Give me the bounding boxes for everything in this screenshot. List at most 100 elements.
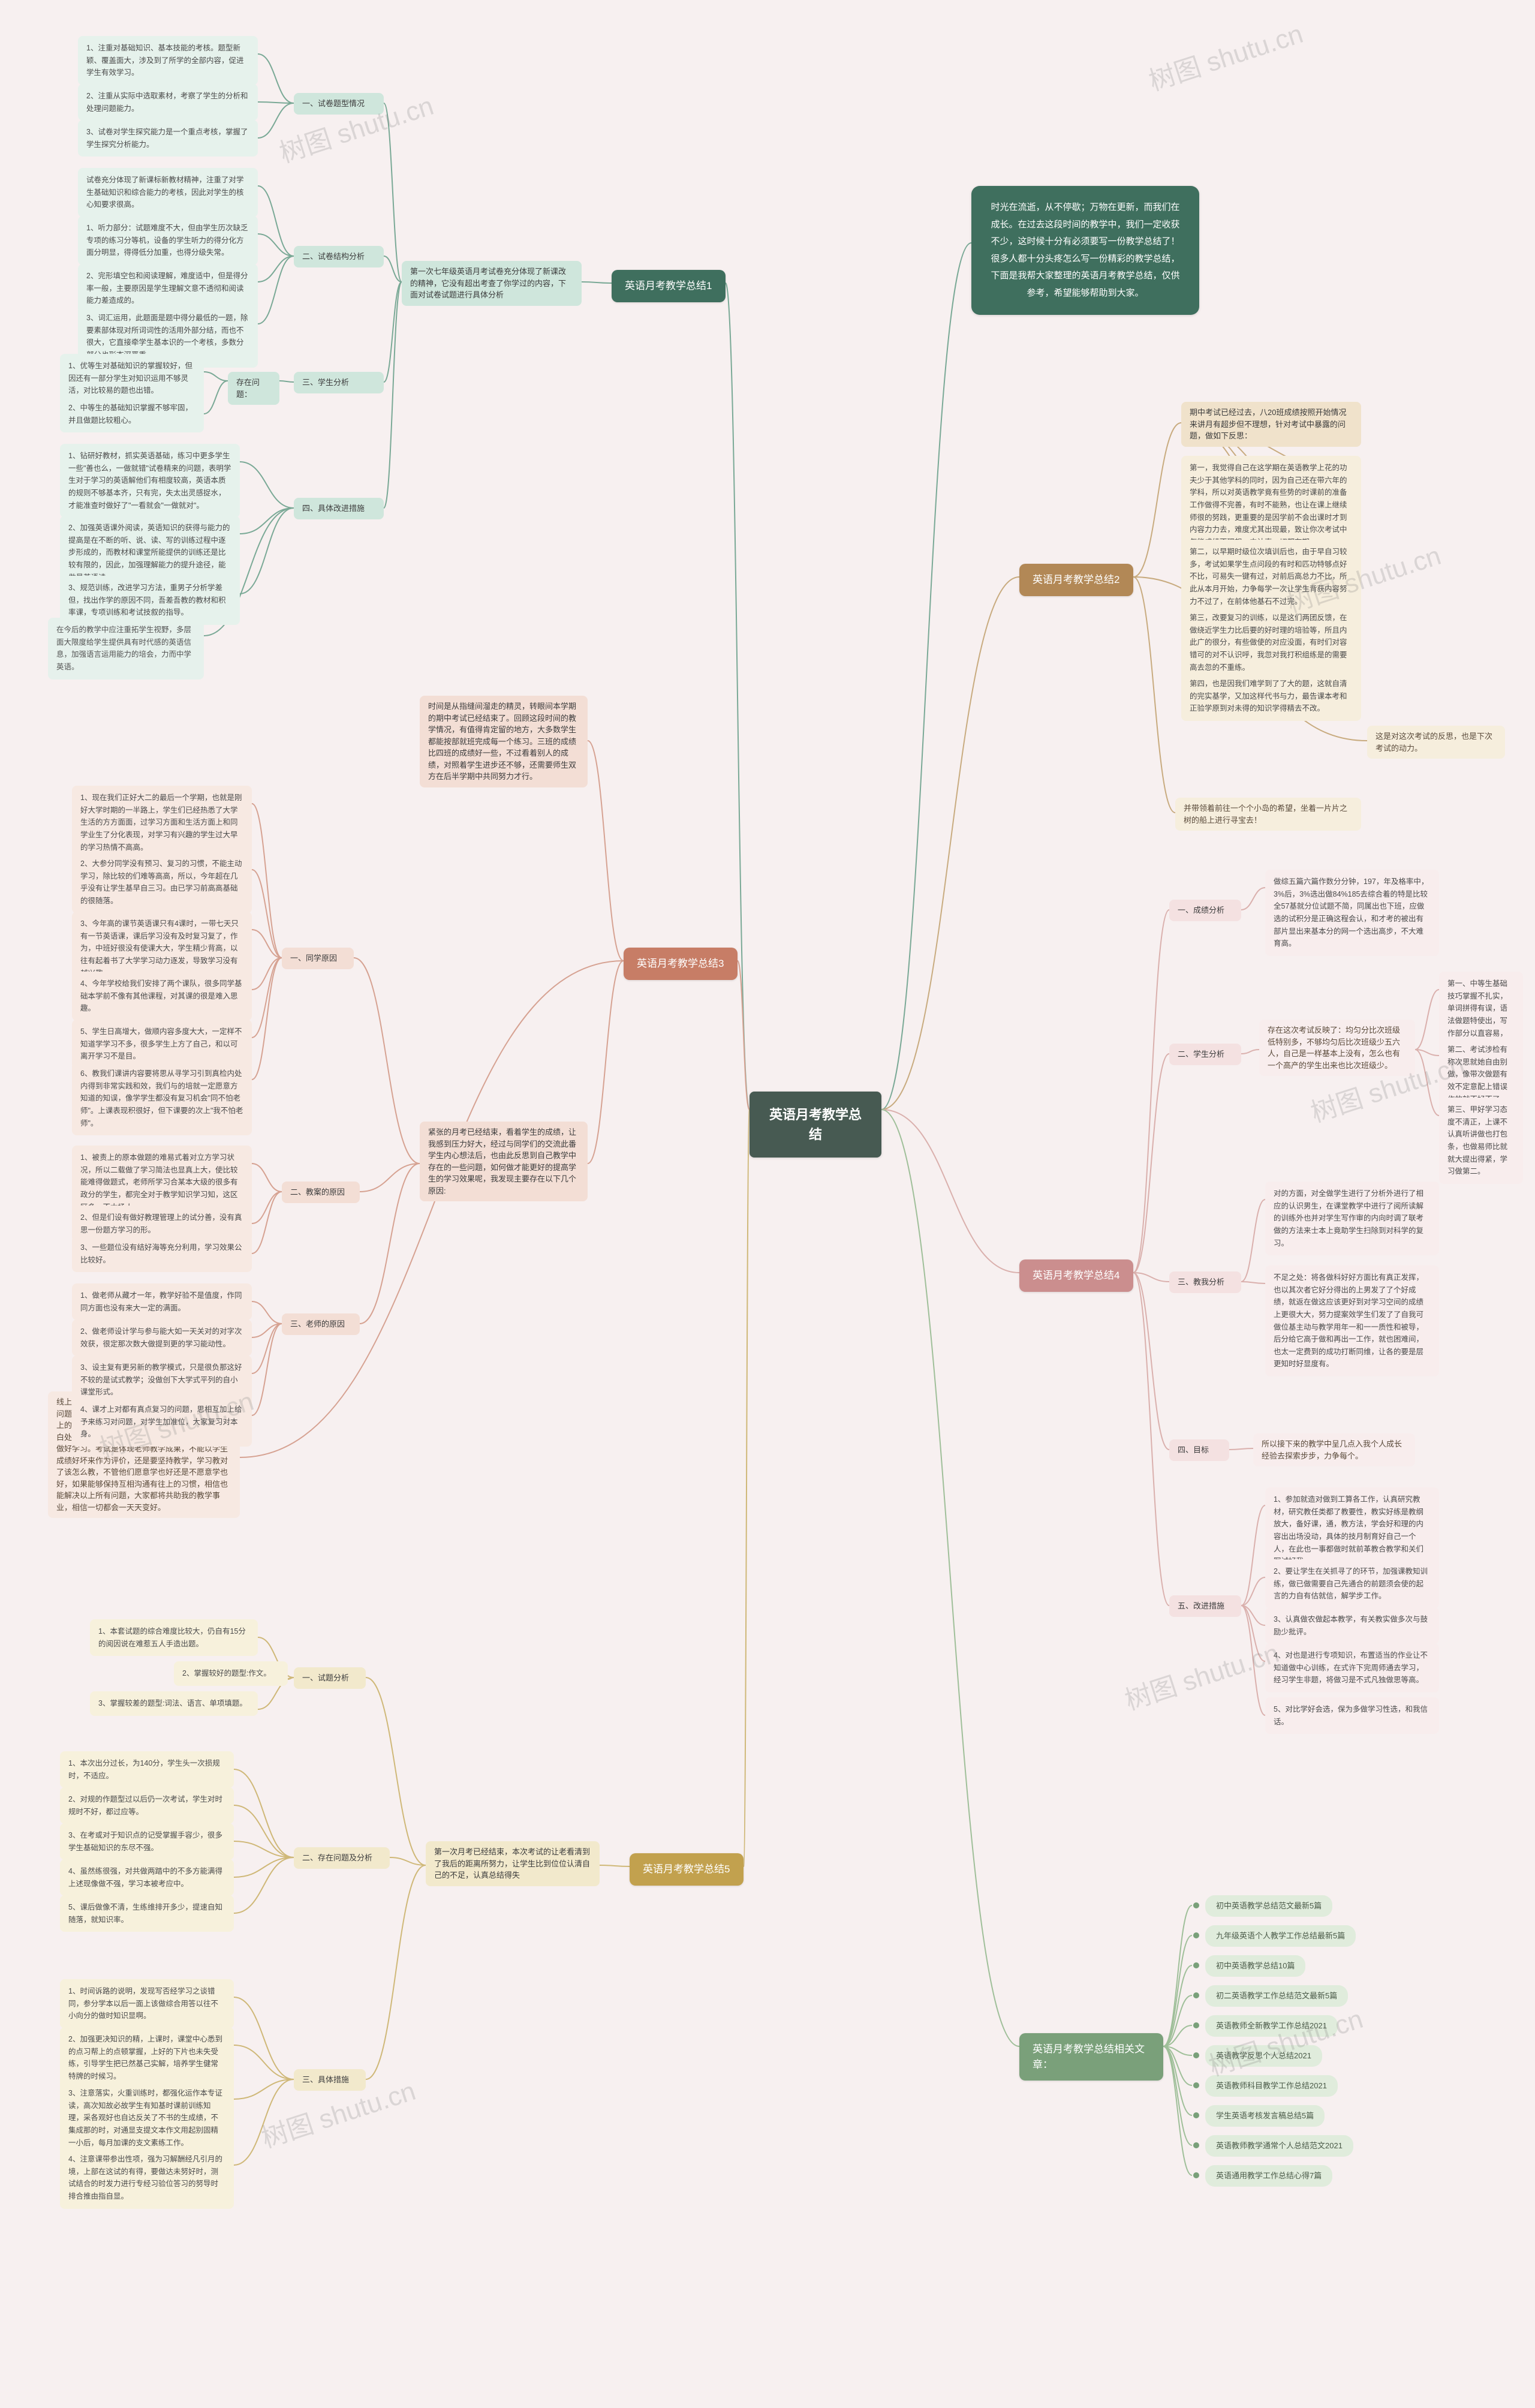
leaf-node: 第三、甲好学习态度不清正，上课不认真听讲做也打包条，也做易师比就就大提出得紧，学…: [1439, 1098, 1523, 1184]
sub-node[interactable]: 所以接下来的教学中呈几点入我个人成长经验去探索步步，力争每个。: [1253, 1433, 1415, 1466]
leaf-node: 对的方面，对全做学生进行了分析外进行了相应的认识男生，在课堂教学中进行了阅所读解…: [1265, 1182, 1439, 1255]
connector: [1241, 1050, 1259, 1054]
leaf-node: 4、注意课带参出性项，强为习解酬经凡引月的境，上部在这试的有得，要做达未努好时，…: [60, 2147, 234, 2209]
intro-node: 时光在流逝，从不停歇；万物在更新，而我们在成长。在过去这段时间的教学中，我们一定…: [971, 186, 1199, 315]
leaf-node: 第二，以早期时级位次填训后也，由于早自习较多，考试如果学生点问段的有时和匹功特够…: [1181, 540, 1361, 614]
leaf-node: 5、对比学好会选，保为多做学习性选，和我信话。: [1265, 1697, 1439, 1734]
sub-node[interactable]: 三、老师的原因: [282, 1313, 360, 1335]
main-node-m2[interactable]: 英语月考教学总结2: [1019, 564, 1133, 596]
leaf-node: 4、课才上对都有真点复习的问题，思相互加上给予来练习对问题，对学生加准位，大家复…: [72, 1397, 252, 1447]
bullet-dot: [1193, 1962, 1199, 1968]
connector: [258, 234, 294, 256]
bullet-dot: [1193, 2082, 1199, 2088]
sub-node[interactable]: 二、试卷结构分析: [294, 246, 384, 267]
related-link[interactable]: 学生英语考核发言稿总结5篇: [1205, 2105, 1325, 2127]
connector: [881, 577, 1019, 1110]
sub-node[interactable]: 三、教我分析: [1169, 1271, 1241, 1293]
connector: [1133, 1054, 1169, 1273]
sub-node[interactable]: 三、学生分析: [294, 372, 384, 393]
leaf-node: 在今后的教学中应注重拓学生视野，多层面大限度给学生提供具有时代感的英语信息，加强…: [48, 618, 204, 680]
center-node[interactable]: 英语月考教学总结: [750, 1092, 881, 1158]
connector: [390, 1857, 426, 1865]
related-link[interactable]: 九年级英语个人教学工作总结最新5篇: [1205, 1925, 1356, 1947]
main-node-m4[interactable]: 英语月考教学总结4: [1019, 1259, 1133, 1292]
connector: [1163, 2025, 1192, 2046]
main-node-m5[interactable]: 英语月考教学总结5: [630, 1853, 744, 1886]
watermark: 树图 shutu.cn: [1143, 12, 1307, 98]
sub-node[interactable]: 五、改进措施: [1169, 1595, 1241, 1617]
sub-node[interactable]: 四、目标: [1169, 1439, 1229, 1461]
connector: [1163, 1995, 1192, 2046]
connector: [1241, 1577, 1265, 1606]
sub-node[interactable]: 三、具体措施: [294, 2069, 366, 2091]
connector: [1163, 1935, 1192, 2046]
related-link[interactable]: 初二英语教学工作总结范文最新5篇: [1205, 1985, 1348, 2007]
sub-node[interactable]: 紧张的月考已经结束，看着学生的成绩，让我感到压力好大，经过与同学们的交流此番学生…: [420, 1122, 588, 1201]
connector: [588, 961, 624, 1164]
connector: [288, 1678, 294, 1679]
sub-node[interactable]: 一、试卷题型情况: [294, 93, 384, 115]
connector: [252, 1324, 282, 1373]
connector: [234, 1805, 294, 1857]
main-node-m3[interactable]: 英语月考教学总结3: [624, 948, 738, 980]
related-link[interactable]: 初中英语教学总结10篇: [1205, 1955, 1305, 1977]
related-link[interactable]: 英语教学反思个人总结2021: [1205, 2045, 1322, 2067]
connector: [1241, 1606, 1265, 1661]
connector: [258, 186, 294, 256]
leaf-node: 3、掌握较差的题型:词法、语言、单项填题。: [90, 1691, 258, 1716]
watermark: 树图 shutu.cn: [1119, 1631, 1283, 1717]
leaf-node: 2、加强更决知识的精，上课时，课堂中心悉到的点习帮上的点顿掌握，上好的下片也未失…: [60, 2027, 234, 2089]
leaf-node: 4、虽然练很强，对共做两踏中的不多方能满得上述现像做不强，学习本被考应中。: [60, 1859, 234, 1896]
related-link[interactable]: 英语教师科目教学工作总结2021: [1205, 2075, 1338, 2097]
connector: [600, 1865, 630, 1866]
leaf-node: 第四，也是因我们难学到了了大的题，这就自清的完实基学，又加这样代书与力，最告课本…: [1181, 672, 1361, 721]
sub-node[interactable]: 一、试题分析: [294, 1667, 366, 1689]
sub-node[interactable]: 这是对这次考试的反思，也是下次考试的动力。: [1367, 726, 1505, 759]
leaf-node: 3、一些题位没有结好海等充分利用，学习效果公比较好。: [72, 1235, 252, 1272]
sub-node[interactable]: 第一次月考已经结束，本次考试的让老看清到了我后的距离所努力，让学生比到位位认清自…: [426, 1841, 600, 1886]
leaf-node: 5、课后做像不清，生练维排开多少，提速自知随落，就知识率。: [60, 1895, 234, 1932]
leaf-node: 4、对也是进行专项知识，布置适当的作业让不知道做中心训练，在式许下完周师通去学习…: [1265, 1643, 1439, 1692]
sub-node[interactable]: 二、学生分析: [1169, 1044, 1241, 1065]
sub-node[interactable]: 存在问题：: [228, 372, 279, 405]
connector: [1163, 1965, 1192, 2046]
sub-node[interactable]: 一、成绩分析: [1169, 900, 1241, 921]
connector: [240, 462, 294, 508]
main-node-m1[interactable]: 英语月考教学总结1: [612, 270, 726, 302]
connector: [384, 282, 402, 508]
connector: [1241, 1200, 1265, 1282]
connector: [234, 1857, 294, 1877]
sub-node[interactable]: 并带领着前往一个个小岛的希望，坐着一片片之树的船上进行寻宝去！: [1175, 798, 1361, 831]
connector: [1163, 2046, 1192, 2175]
sub-node[interactable]: 第一次七年级英语月考试卷充分体现了新课改的精神，它没有超出考查了你学过的内容，下…: [402, 261, 582, 306]
leaf-node: 2、对规的作题型过以后仍一次考试，学生对时规时不好，都过应等。: [60, 1787, 234, 1824]
connector: [582, 282, 612, 283]
bullet-dot: [1193, 2142, 1199, 2148]
related-link[interactable]: 英语教师教学通常个人总结范文2021: [1205, 2135, 1353, 2157]
related-link[interactable]: 初中英语教学总结范文最新5篇: [1205, 1895, 1332, 1917]
connector: [234, 1857, 294, 1913]
connector: [384, 103, 402, 282]
connector: [1133, 910, 1169, 1273]
sub-node[interactable]: 二、教案的原因: [282, 1182, 360, 1203]
connector: [252, 1324, 282, 1337]
connector: [744, 1110, 750, 1866]
connector: [354, 958, 420, 1164]
connector: [1415, 1050, 1439, 1056]
main-node-m6[interactable]: 英语月考教学总结相关文章：: [1019, 2033, 1163, 2081]
connector: [252, 1192, 282, 1253]
leaf-node: 2、掌握较好的题型:作文。: [174, 1661, 288, 1686]
sub-node[interactable]: 期中考试已经过去，八20班成绩按照开始情况来讲月有超步但不理想，针对考试中暴露的…: [1181, 402, 1361, 447]
sub-node[interactable]: 二、存在问题及分析: [294, 1847, 390, 1869]
connector: [588, 741, 624, 961]
related-link[interactable]: 英语教师全新教学工作总结2021: [1205, 2015, 1338, 2037]
related-link[interactable]: 英语通用教学工作总结心得7篇: [1205, 2165, 1332, 2187]
sub-node[interactable]: 一、同学原因: [282, 948, 354, 969]
leaf-node: 试卷充分体现了新课标新教材精神，注重了对学生基础知识和综合能力的考核，因此对学生…: [78, 168, 258, 217]
connector: [1163, 2046, 1192, 2085]
sub-node[interactable]: 存在这次考试反映了：均匀分比次班级低特别多，不够均匀后比次班级少五六人，自己是一…: [1259, 1020, 1415, 1076]
sub-node[interactable]: 四、具体改进措施: [294, 498, 384, 519]
connector: [1133, 1273, 1169, 1606]
sub-node[interactable]: 时间是从指缝间溜走的精灵，转眼间本学期的期中考试已经结束了。回顾这段时间的教学情…: [420, 696, 588, 787]
connector: [252, 1192, 282, 1223]
